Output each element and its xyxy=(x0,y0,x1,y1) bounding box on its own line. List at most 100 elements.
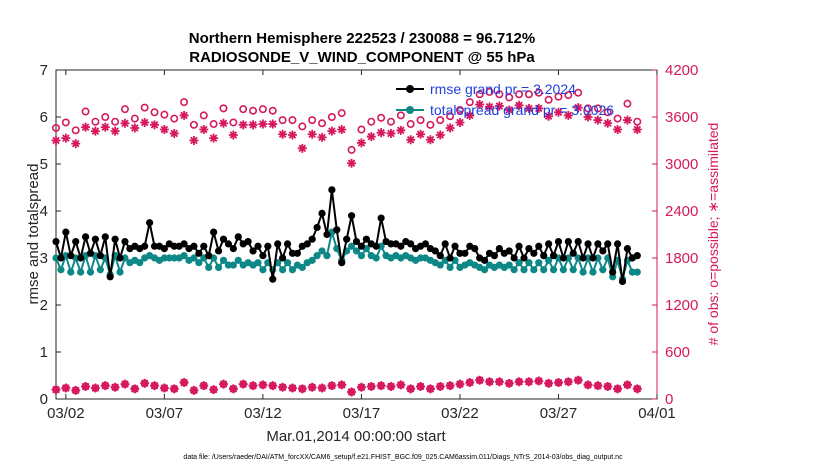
low-count-assimilated-point xyxy=(386,381,396,391)
rmse-point xyxy=(288,249,297,257)
rmse-point xyxy=(579,254,587,262)
possible-point xyxy=(347,145,356,154)
assimilated-point xyxy=(179,110,189,120)
rmse-point xyxy=(106,273,114,281)
series-assimilated-low xyxy=(51,375,642,397)
possible-point xyxy=(386,117,395,126)
rmse-point xyxy=(618,277,627,286)
rmse-point xyxy=(520,254,528,262)
low-count-assimilated-point xyxy=(613,384,623,394)
rmse-point xyxy=(86,249,95,257)
assimilated-point xyxy=(100,122,110,132)
assimilated-point xyxy=(287,130,297,140)
assimilated-point xyxy=(583,112,593,122)
right-tick-label: 2400 xyxy=(665,203,698,220)
possible-point xyxy=(209,120,218,129)
left-tick-label: 0 xyxy=(40,391,48,408)
rmse-point xyxy=(205,252,213,260)
totalspread-point xyxy=(525,259,533,267)
totalspread-point xyxy=(347,242,356,250)
rmse-point xyxy=(67,252,75,260)
rmse-point xyxy=(535,242,543,250)
possible-point xyxy=(505,93,514,102)
low-count-assimilated-point xyxy=(120,379,130,389)
low-count-assimilated-point xyxy=(81,381,91,391)
right-tick-label: 0 xyxy=(665,391,673,408)
low-count-assimilated-point xyxy=(278,382,288,392)
low-count-possible-point xyxy=(209,385,218,394)
low-count-assimilated-point xyxy=(337,380,347,390)
low-count-possible-point xyxy=(111,383,120,392)
low-count-assimilated-point xyxy=(159,383,169,393)
y-axis-right-label: # of obs: o=possible; ∗=assimilated xyxy=(705,123,721,346)
possible-point xyxy=(465,98,474,107)
rmse-point xyxy=(254,242,262,250)
totalspread-point xyxy=(279,266,287,274)
rmse-point xyxy=(530,249,538,257)
possible-point xyxy=(623,99,632,108)
totalspread-point xyxy=(86,268,95,276)
rmse-point xyxy=(633,252,641,260)
low-count-possible-point xyxy=(465,378,474,387)
possible-point xyxy=(603,108,612,117)
low-count-possible-point xyxy=(613,384,622,393)
low-count-assimilated-point xyxy=(90,383,100,393)
totalspread-point xyxy=(77,268,85,276)
totalspread-point xyxy=(436,261,444,269)
rmse-point xyxy=(224,240,233,248)
low-count-assimilated-point xyxy=(150,381,160,391)
totalspread-point xyxy=(195,259,203,267)
low-count-possible-point xyxy=(347,388,356,396)
legend-rmse-marker xyxy=(406,85,414,93)
assimilated-point xyxy=(356,138,366,148)
totalspread-point xyxy=(530,266,538,274)
chart-subtitle: RADIOSONDE_V_WIND_COMPONENT @ 55 hPa xyxy=(189,49,535,66)
low-count-possible-point xyxy=(367,382,376,391)
low-count-assimilated-point xyxy=(71,385,81,395)
series-possible xyxy=(51,87,642,154)
totalspread-point xyxy=(352,247,361,255)
rmse-point xyxy=(431,247,439,255)
low-count-possible-point xyxy=(71,386,80,395)
totalspread-point xyxy=(67,268,75,276)
left-tick-label: 4 xyxy=(40,203,48,220)
x-tick-label: 03/02 xyxy=(47,405,85,422)
low-count-possible-point xyxy=(554,378,563,387)
left-tick-label: 7 xyxy=(40,62,48,79)
assimilated-point xyxy=(534,103,544,113)
low-count-possible-point xyxy=(584,380,592,389)
rmse-point xyxy=(200,242,208,250)
rmse-point xyxy=(328,186,336,194)
possible-point xyxy=(593,104,602,113)
assimilated-point xyxy=(425,135,435,145)
rmse-point xyxy=(372,242,380,250)
assimilated-point xyxy=(307,129,317,139)
possible-point xyxy=(584,104,593,113)
rmse-point xyxy=(362,235,370,243)
left-tick-label: 5 xyxy=(40,156,48,173)
totalspread-point xyxy=(136,259,144,267)
low-count-possible-point xyxy=(239,380,248,389)
rmse-point xyxy=(308,235,316,243)
low-count-possible-point xyxy=(456,380,464,389)
x-axis-label: Mar.01,2014 00:00:00 start xyxy=(266,428,446,445)
rmse-point xyxy=(397,242,405,250)
assimilated-point xyxy=(248,120,258,130)
assimilated-point xyxy=(524,103,534,113)
possible-point xyxy=(160,110,169,119)
low-count-assimilated-point xyxy=(51,385,61,395)
totalspread-point xyxy=(298,263,306,271)
low-count-possible-point xyxy=(485,377,494,386)
totalspread-point xyxy=(594,254,602,262)
data-file-footer: data file: /Users/raeder/DAI/ATM_forcXX/… xyxy=(183,454,623,461)
low-count-possible-point xyxy=(525,377,533,386)
low-count-possible-point xyxy=(268,381,277,390)
possible-point xyxy=(120,105,129,114)
legend-spread-label: totalspread grand pr = 3.0026 xyxy=(430,102,614,118)
totalspread-point xyxy=(224,261,233,269)
assimilated-point xyxy=(61,133,71,143)
low-count-possible-point xyxy=(633,384,642,393)
assimilated-point xyxy=(603,118,613,128)
left-tick-label: 1 xyxy=(40,344,48,361)
low-count-assimilated-point xyxy=(169,384,179,394)
